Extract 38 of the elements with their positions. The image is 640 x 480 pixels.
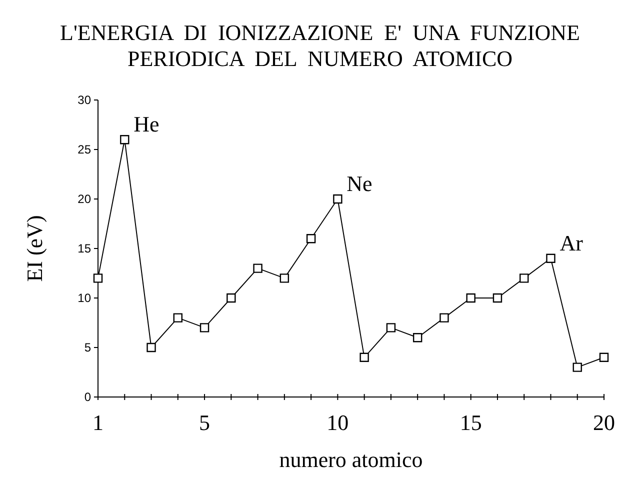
point xyxy=(492,293,502,303)
annotation: Ar xyxy=(560,230,584,256)
point xyxy=(120,135,130,144)
y-tick-label: 20 xyxy=(78,192,92,206)
point xyxy=(360,352,369,362)
point xyxy=(253,264,262,273)
y-tick-label: 5 xyxy=(84,340,92,354)
point xyxy=(520,274,529,283)
point xyxy=(226,293,236,303)
point xyxy=(440,313,449,322)
chart-title: L'ENERGIA DI IONIZZAZIONE E' UNA FUNZIONE PERIODICA DEL NUMERO ATOMICO xyxy=(60,20,580,71)
annotation: He xyxy=(134,112,160,137)
y-tick-label: 15 xyxy=(78,241,92,256)
annotation: Ne xyxy=(346,171,372,196)
point xyxy=(466,293,476,303)
point xyxy=(599,352,609,362)
point xyxy=(146,342,156,352)
point xyxy=(386,323,396,332)
x-tick-label: 1 xyxy=(92,410,104,436)
x-tick-label: 5 xyxy=(199,410,210,436)
x-axis-title: numero atomico xyxy=(279,447,423,472)
point xyxy=(173,313,182,322)
point xyxy=(333,194,342,204)
point xyxy=(93,274,103,283)
point xyxy=(200,323,210,332)
y-tick-label: 10 xyxy=(78,290,92,305)
y-tick-label: 25 xyxy=(78,142,92,156)
y-tick-label: 0 xyxy=(84,390,92,404)
x-tick-label: 10 xyxy=(326,410,349,436)
x-tick-label: 15 xyxy=(460,410,482,436)
point xyxy=(412,333,422,342)
y-tick-label: 30 xyxy=(78,92,92,107)
x-tick-label: 20 xyxy=(593,410,615,436)
point xyxy=(572,362,582,372)
y-axis-title: EI (eV) xyxy=(22,215,47,282)
point xyxy=(306,234,316,244)
point xyxy=(546,254,556,263)
point xyxy=(280,274,290,283)
